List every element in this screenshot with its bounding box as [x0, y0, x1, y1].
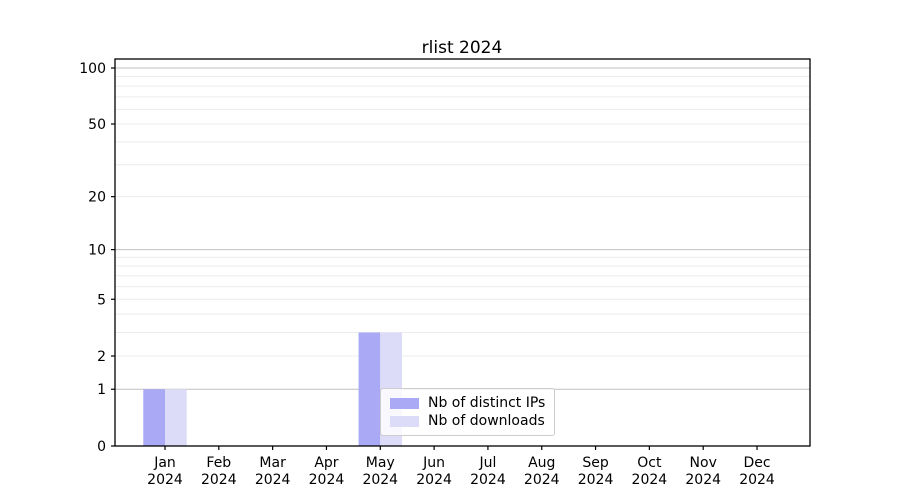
bar	[143, 389, 165, 446]
x-tick-label-month: Jun	[422, 455, 445, 471]
legend-label-distinct-ips: Nb of distinct IPs	[428, 395, 546, 411]
bar	[165, 389, 187, 446]
y-tick-label: 20	[88, 190, 106, 206]
chart-title: rlist 2024	[422, 38, 503, 58]
y-tick-label: 100	[79, 61, 106, 77]
x-tick-label-year: 2024	[416, 472, 452, 488]
y-tick-label: 5	[97, 292, 106, 308]
plot-area: 0125102050100Jan2024Feb2024Mar2024Apr202…	[79, 58, 811, 488]
x-tick-label-month: Dec	[743, 455, 770, 471]
bar	[358, 332, 381, 446]
x-tick-label-year: 2024	[201, 472, 237, 488]
axes-spines	[114, 58, 811, 447]
legend-swatch-distinct-ips	[390, 397, 419, 409]
x-tick-label-year: 2024	[147, 472, 183, 488]
x-tick-label-month: Nov	[690, 455, 717, 471]
x-tick-label-year: 2024	[685, 472, 721, 488]
x-tick-label-month: May	[366, 455, 395, 471]
legend-label-downloads: Nb of downloads	[428, 413, 545, 429]
y-tick-label: 1	[97, 382, 106, 398]
legend-item-distinct-ips: Nb of distinct IPs	[390, 395, 545, 411]
x-tick-label-year: 2024	[470, 472, 506, 488]
x-tick-label-year: 2024	[739, 472, 775, 488]
x-tick-label-year: 2024	[578, 472, 614, 488]
x-tick-label-year: 2024	[309, 472, 345, 488]
x-tick-label-month: Mar	[259, 455, 286, 471]
x-tick-label-month: Jan	[153, 455, 176, 471]
x-tick-label-month: Jul	[478, 455, 496, 471]
legend-item-downloads: Nb of downloads	[390, 413, 545, 429]
x-tick-label-year: 2024	[524, 472, 560, 488]
x-tick-label-year: 2024	[255, 472, 291, 488]
x-tick-label-month: Sep	[582, 455, 609, 471]
x-tick-label-month: Oct	[637, 455, 662, 471]
x-tick-label-month: Apr	[314, 455, 338, 471]
y-tick-label: 50	[88, 117, 106, 133]
x-tick-label-year: 2024	[632, 472, 668, 488]
y-tick-label: 10	[88, 243, 106, 259]
legend: Nb of distinct IPs Nb of downloads	[380, 388, 556, 436]
x-tick-label-year: 2024	[362, 472, 398, 488]
legend-swatch-downloads	[390, 415, 419, 427]
y-tick-label: 0	[97, 439, 106, 455]
x-tick-label-month: Feb	[206, 455, 231, 471]
x-tick-label-month: Aug	[528, 455, 555, 471]
y-tick-label: 2	[97, 349, 106, 365]
